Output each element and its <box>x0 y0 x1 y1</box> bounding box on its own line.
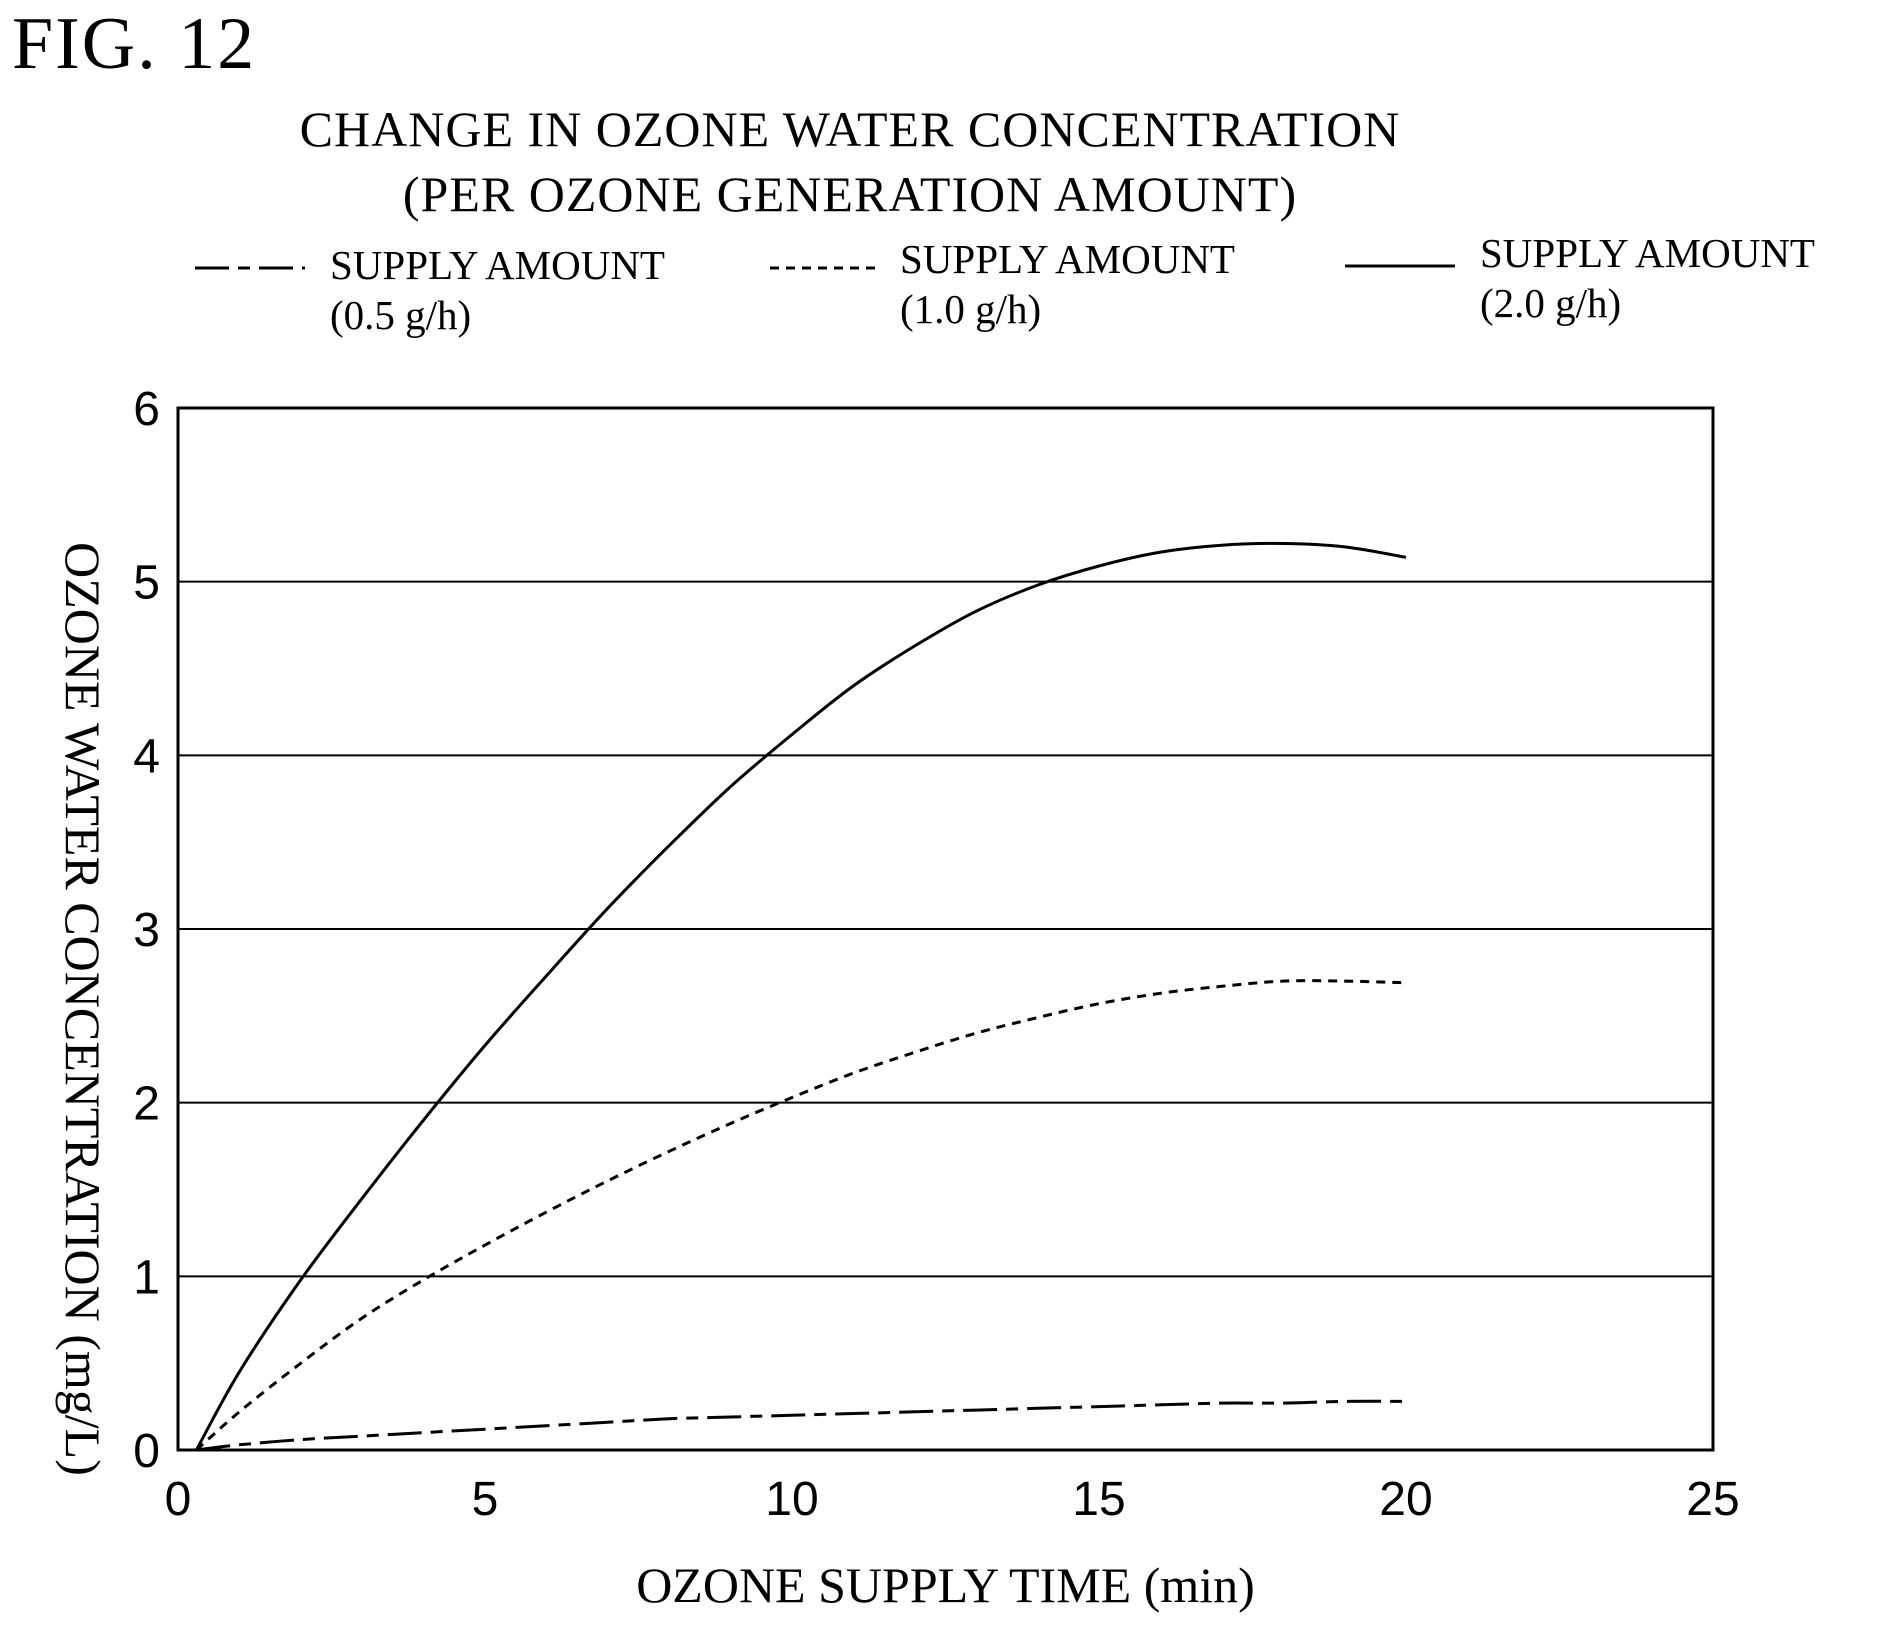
x-tick-label: 25 <box>1686 1473 1739 1526</box>
y-tick-label: 3 <box>133 904 160 957</box>
plot-area-frame <box>176 406 1715 1452</box>
x-axis-label: OZONE SUPPLY TIME (min) <box>636 1557 1255 1613</box>
x-tick-label: 5 <box>472 1473 499 1526</box>
legend-label-line-1: SUPPLY AMOUNT <box>1480 230 1815 276</box>
series-line-2 <box>195 541 1407 1451</box>
legend-swatch-solid <box>1345 264 1455 268</box>
legend-swatch-dashed <box>770 266 880 270</box>
y-tick-label: 2 <box>133 1078 160 1131</box>
legend-label-line-2: (1.0 g/h) <box>900 286 1042 332</box>
x-tick-label: 0 <box>165 1473 192 1526</box>
x-tick-label: 20 <box>1379 1473 1432 1526</box>
series-lines <box>195 541 1407 1452</box>
legend-swatch-dash-dot <box>195 266 305 270</box>
series-line-0 <box>196 1399 1407 1452</box>
x-tick-label: 10 <box>765 1473 818 1526</box>
y-tick-label: 5 <box>133 557 160 610</box>
tick-labels: 0 1 2 3 4 5 6 0 5 10 15 20 25 <box>133 383 1739 1526</box>
gridlines <box>178 580 1713 1278</box>
y-tick-label: 0 <box>133 1425 160 1478</box>
chart-title-line-2: (PER OZONE GENERATION AMOUNT) <box>402 166 1298 222</box>
figure-label: FIG. 12 <box>12 3 257 85</box>
legend-label-line-2: (2.0 g/h) <box>1480 280 1622 326</box>
chart-title-line-1: CHANGE IN OZONE WATER CONCENTRATION <box>299 101 1401 157</box>
series-line-1 <box>195 979 1407 1452</box>
legend-label-line-2: (0.5 g/h) <box>330 292 472 338</box>
y-tick-label: 1 <box>133 1251 160 1304</box>
x-tick-label: 15 <box>1072 1473 1125 1526</box>
y-tick-label: 6 <box>133 383 160 436</box>
y-axis-label: OZONE WATER CONCENTRATION (mg/L) <box>55 542 111 1476</box>
legend-label-line-1: SUPPLY AMOUNT <box>330 242 665 288</box>
legend-label-line-1: SUPPLY AMOUNT <box>900 236 1235 282</box>
y-tick-label: 4 <box>133 730 160 783</box>
